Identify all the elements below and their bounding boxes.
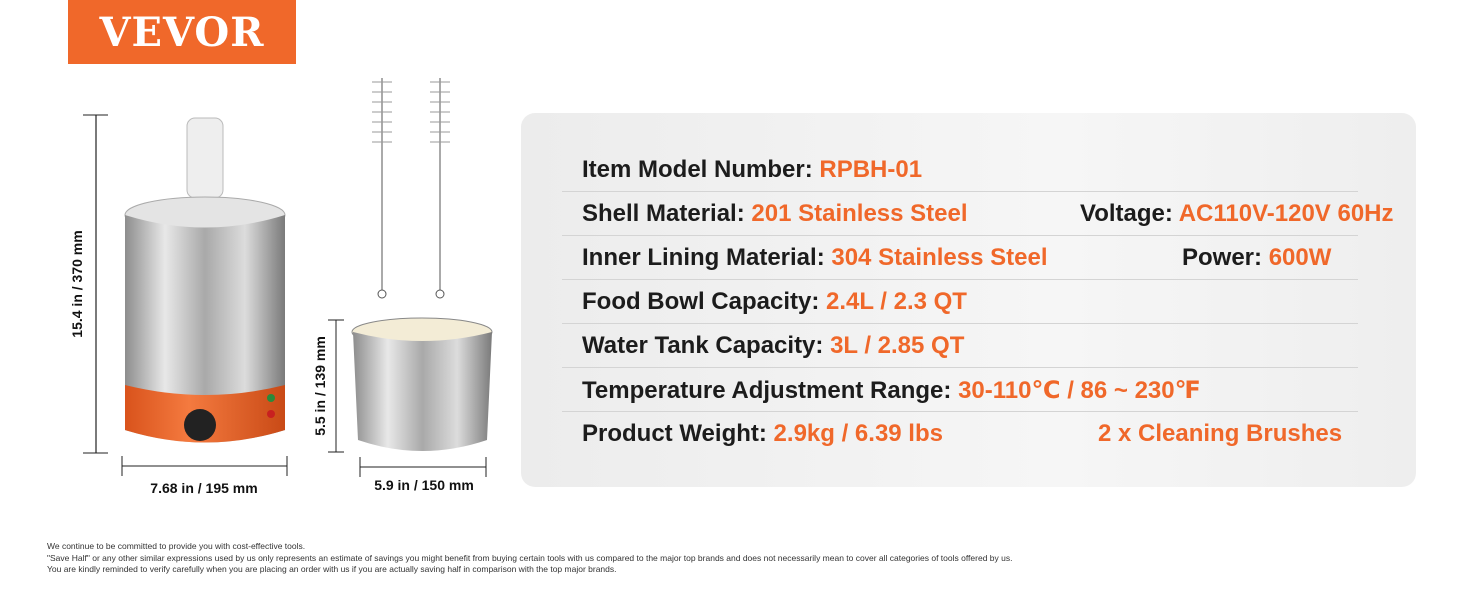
spec-row: Inner Lining Material: 304 Stainless Ste… (562, 236, 1358, 280)
spec-item: Power: 600W (1182, 244, 1331, 272)
product-illustration: 15.4 in / 370 mm 7.68 in / 195 mm 5.5 in… (69, 78, 493, 496)
spec-item: 2 x Cleaning Brushes (1098, 420, 1342, 448)
spec-value: 600W (1268, 244, 1332, 271)
spec-item: Item Model Number: RPBH-01 (582, 156, 922, 184)
separator (562, 191, 1358, 192)
spec-value: RPBH-01 (819, 156, 923, 183)
spec-value: AC110V-120V 60Hz (1178, 200, 1394, 227)
spec-value: 201 Stainless Steel (751, 200, 968, 227)
separator (562, 235, 1358, 236)
brushes (372, 78, 450, 299)
footer-line: "Save Half" or any other similar express… (47, 552, 1013, 563)
spec-item: Inner Lining Material: 304 Stainless Ste… (582, 244, 1048, 272)
bowl-width-label: 5.9 in / 150 mm (374, 477, 474, 493)
spec-item: Temperature Adjustment Range: 30-110℃ / … (582, 376, 1201, 405)
pump (186, 117, 224, 199)
knob (184, 409, 216, 441)
spec-row: Product Weight: 2.9kg / 6.39 lbs 2 x Clea… (582, 412, 1358, 456)
footer-line: We continue to be committed to provide y… (47, 541, 306, 551)
spec-value: 30-110℃ / 86 ~ 230℉ (958, 377, 1201, 404)
bowl (353, 332, 492, 451)
width-label: 7.68 in / 195 mm (150, 480, 257, 496)
spec-label: Shell Material: (582, 200, 745, 227)
spec-row: Temperature Adjustment Range: 30-110℃ / … (562, 368, 1358, 412)
spec-row: Food Bowl Capacity: 2.4L / 2.3 QT (562, 280, 1358, 324)
footer-line: You are kindly reminded to verify carefu… (47, 564, 617, 574)
spec-label: Food Bowl Capacity: (582, 288, 820, 315)
spec-value: 304 Stainless Steel (831, 244, 1048, 271)
spec-label: Item Model Number: (582, 156, 813, 183)
spec-value: 3L / 2.85 QT (830, 332, 965, 359)
separator (562, 323, 1358, 324)
spec-value: 2.9kg / 6.39 lbs (773, 420, 943, 447)
spec-label: Power: (1182, 244, 1263, 271)
footer: We continue to be committed to provide y… (47, 541, 1012, 576)
warmer-body (125, 215, 285, 443)
spec-label: Voltage: (1080, 200, 1173, 227)
spec-label: Water Tank Capacity: (582, 332, 824, 359)
spec-row: Water Tank Capacity: 3L / 2.85 QT (562, 324, 1358, 368)
spec-item: Food Bowl Capacity: 2.4L / 2.3 QT (582, 288, 967, 316)
spec-value: 2 x Cleaning Brushes (1098, 420, 1343, 447)
indicator (267, 394, 275, 402)
separator (562, 367, 1358, 368)
height-label: 15.4 in / 370 mm (69, 230, 85, 337)
spec-row: Shell Material: 201 Stainless Steel Volta… (562, 192, 1394, 236)
spec-item: Voltage: AC110V-120V 60Hz (1080, 200, 1394, 228)
spec-value: 2.4L / 2.3 QT (826, 288, 967, 315)
spec-item: Shell Material: 201 Stainless Steel (582, 200, 968, 228)
bowl-height-label: 5.5 in / 139 mm (312, 336, 328, 436)
spec-panel: Item Model Number: RPBH-01 Shell Material… (521, 113, 1416, 487)
spec-label: Temperature Adjustment Range: (582, 377, 952, 404)
spec-item: Water Tank Capacity: 3L / 2.85 QT (582, 332, 964, 360)
indicator (267, 410, 275, 418)
separator (562, 411, 1358, 412)
spec-item: Product Weight: 2.9kg / 6.39 lbs (582, 420, 943, 448)
spec-label: Inner Lining Material: (582, 244, 825, 271)
spec-label: Product Weight: (582, 420, 767, 447)
separator (562, 279, 1358, 280)
spec-row: Item Model Number: RPBH-01 (562, 148, 1358, 192)
brand-logo: VEVOR (68, 0, 296, 64)
